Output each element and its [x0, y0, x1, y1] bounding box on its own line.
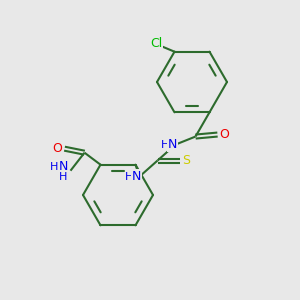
Text: N: N — [132, 170, 141, 183]
Text: H: H — [161, 140, 170, 150]
Text: H: H — [59, 172, 68, 182]
Text: Cl: Cl — [150, 37, 163, 50]
Text: O: O — [52, 142, 62, 155]
Text: H: H — [125, 172, 134, 182]
Text: O: O — [220, 128, 230, 141]
Text: N: N — [168, 138, 177, 151]
Text: H: H — [50, 162, 59, 172]
Text: S: S — [182, 154, 190, 167]
Text: N: N — [59, 160, 68, 173]
